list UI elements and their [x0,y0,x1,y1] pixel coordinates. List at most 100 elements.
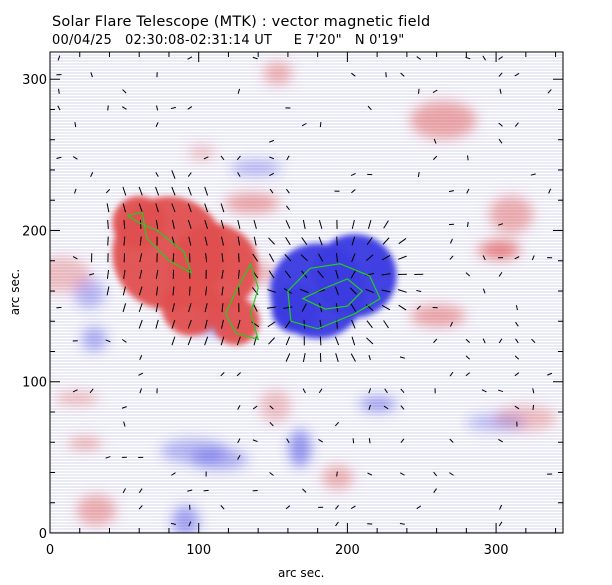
weak-positive-patch [476,242,519,259]
field-contour [224,262,260,341]
field-vector [237,236,241,246]
field-vector [204,186,209,196]
field-vector [285,353,291,362]
field-vector [220,203,225,213]
field-vector [123,219,126,229]
field-vector [204,303,208,313]
field-vector [351,219,355,229]
field-vector [366,320,373,329]
field-vector [367,105,372,111]
field-vector [498,439,503,443]
field-vector [139,236,142,246]
field-vector [465,338,471,343]
field-vector [171,219,175,229]
field-vector [530,173,536,176]
weak-negative-patch [190,448,249,471]
field-vector [450,238,453,244]
weak-positive-patch [67,436,103,450]
north-coordinate: N 0'19" [354,33,405,48]
field-vector [433,155,438,161]
field-vector [171,336,176,346]
field-vector [498,56,503,60]
field-vector [56,306,62,309]
weak-positive-patch [259,389,292,423]
field-vector [138,186,143,196]
field-vector [416,305,421,310]
field-vector [204,236,208,246]
field-vector [171,186,176,196]
field-vector [121,106,127,110]
field-vector [122,303,127,313]
field-vector [220,372,225,377]
field-vector [121,406,127,409]
field-vector [237,405,241,410]
field-vector [432,89,438,94]
field-vector [498,521,503,527]
field-vector [171,472,176,476]
field-vector [238,286,240,296]
field-vector [237,219,241,229]
field-vector [433,138,437,144]
positive-polarity-region [161,276,221,336]
field-vector [334,421,339,427]
field-vector [89,273,95,276]
field-vector [107,105,109,111]
field-vector [106,203,110,213]
field-vector [368,438,371,444]
field-vector [448,190,455,193]
field-vector [449,438,454,443]
field-vector [171,170,176,179]
field-vector [318,236,323,246]
field-vector [318,253,324,262]
field-vector [107,236,109,246]
field-vector [139,388,143,394]
field-vector [57,105,61,111]
weak-positive-patch [188,144,216,162]
figure-title: Solar Flare Telescope (MTK) : vector mag… [52,14,431,30]
field-vector [155,269,159,279]
field-vector [138,319,143,329]
field-vector [318,388,323,394]
y-tick-label: 0 [39,527,47,542]
field-vector [416,505,422,510]
field-vector [204,219,208,229]
field-vector [547,89,552,94]
field-vector [90,72,93,78]
field-vector [368,404,371,410]
field-vector [138,505,143,510]
field-vector [465,355,470,360]
field-vector [399,356,405,359]
field-vector [351,253,356,263]
field-vector [365,288,375,294]
weak-positive-patch [54,391,99,406]
field-vector [319,336,322,346]
field-vector [122,203,127,213]
plot-frame [49,51,564,534]
y-axis-label: arc sec. [8,268,23,316]
field-vector [253,236,257,246]
field-vector [302,353,306,363]
field-vector [531,338,536,344]
field-vector [220,505,225,510]
field-vector [515,321,519,327]
field-vector [187,489,193,492]
y-tick-label: 300 [22,73,47,88]
field-vector [285,505,291,510]
field-vector [416,56,422,60]
field-vector [56,156,62,159]
contours [125,211,381,341]
field-vector [350,270,356,279]
weak-positive-patch [224,193,280,213]
field-vector [238,253,240,263]
weak-negative-patch [81,326,107,352]
field-vector [351,189,356,194]
field-vector [123,269,126,279]
magnetogram-image [50,52,563,533]
field-vector [398,304,407,311]
field-vector [482,55,486,61]
field-vector [122,339,127,343]
field-vector [123,421,126,427]
field-vector [188,286,191,296]
field-vector [367,472,373,476]
field-vector [269,172,274,177]
